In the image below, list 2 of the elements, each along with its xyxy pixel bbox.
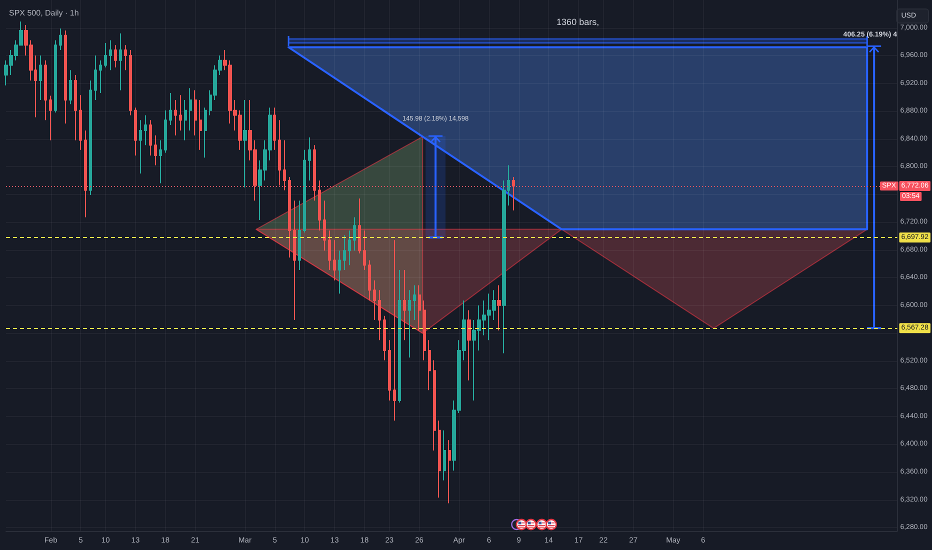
annotation: 1360 bars, [556,17,600,27]
text: SPX 500, Daily · 1h [9,8,79,18]
